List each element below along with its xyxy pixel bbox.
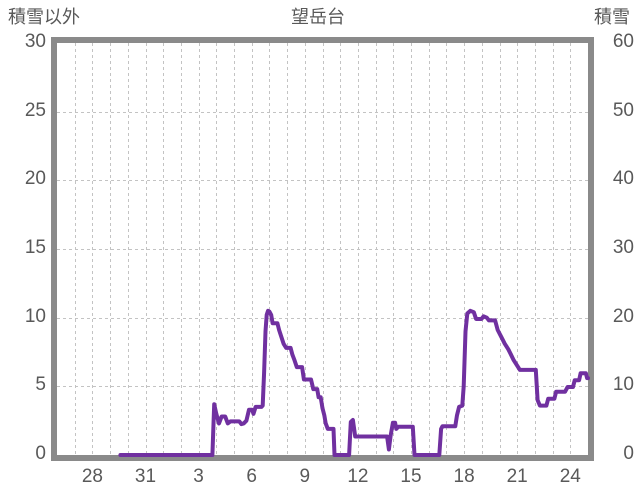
left-axis-tick-label: 5 xyxy=(35,374,46,396)
left-axis-tick-label: 15 xyxy=(24,237,46,258)
left-axis-title: 積雪以外 xyxy=(8,7,80,27)
x-axis-tick-label: 6 xyxy=(246,466,257,487)
plot-area xyxy=(51,37,594,461)
x-axis-tick-label: 21 xyxy=(506,466,528,487)
right-axis-tick-label: 50 xyxy=(612,99,634,121)
left-axis-tick-label: 0 xyxy=(35,443,46,464)
series-line-積雪 xyxy=(118,308,590,457)
x-axis-tick-label: 31 xyxy=(134,466,157,487)
left-axis-tick-label: 30 xyxy=(24,31,46,52)
chart-canvas xyxy=(57,43,590,457)
right-axis-tick-label: 40 xyxy=(612,168,634,190)
right-axis-title: 積雪 xyxy=(594,7,630,27)
chart-title: 望岳台 xyxy=(291,7,345,27)
x-axis-tick-label: 12 xyxy=(347,466,369,487)
right-axis-tick-label: 20 xyxy=(612,305,634,327)
x-axis-tick-label: 9 xyxy=(299,466,311,487)
x-axis-tick-label: 18 xyxy=(453,466,475,487)
x-axis-tick-label: 24 xyxy=(559,466,581,487)
x-axis-tick-label: 15 xyxy=(400,466,422,487)
right-axis-tick-label: 10 xyxy=(612,374,634,396)
left-axis-tick-label: 25 xyxy=(24,99,46,121)
right-axis-tick-label: 30 xyxy=(612,237,634,258)
left-axis-tick-label: 10 xyxy=(24,305,46,327)
left-axis-tick-label: 20 xyxy=(24,168,46,190)
right-axis-tick-label: 0 xyxy=(623,443,634,464)
right-axis-tick-label: 60 xyxy=(612,31,634,52)
x-axis-tick-label: 28 xyxy=(81,466,103,487)
x-axis-tick-label: 3 xyxy=(193,466,204,487)
